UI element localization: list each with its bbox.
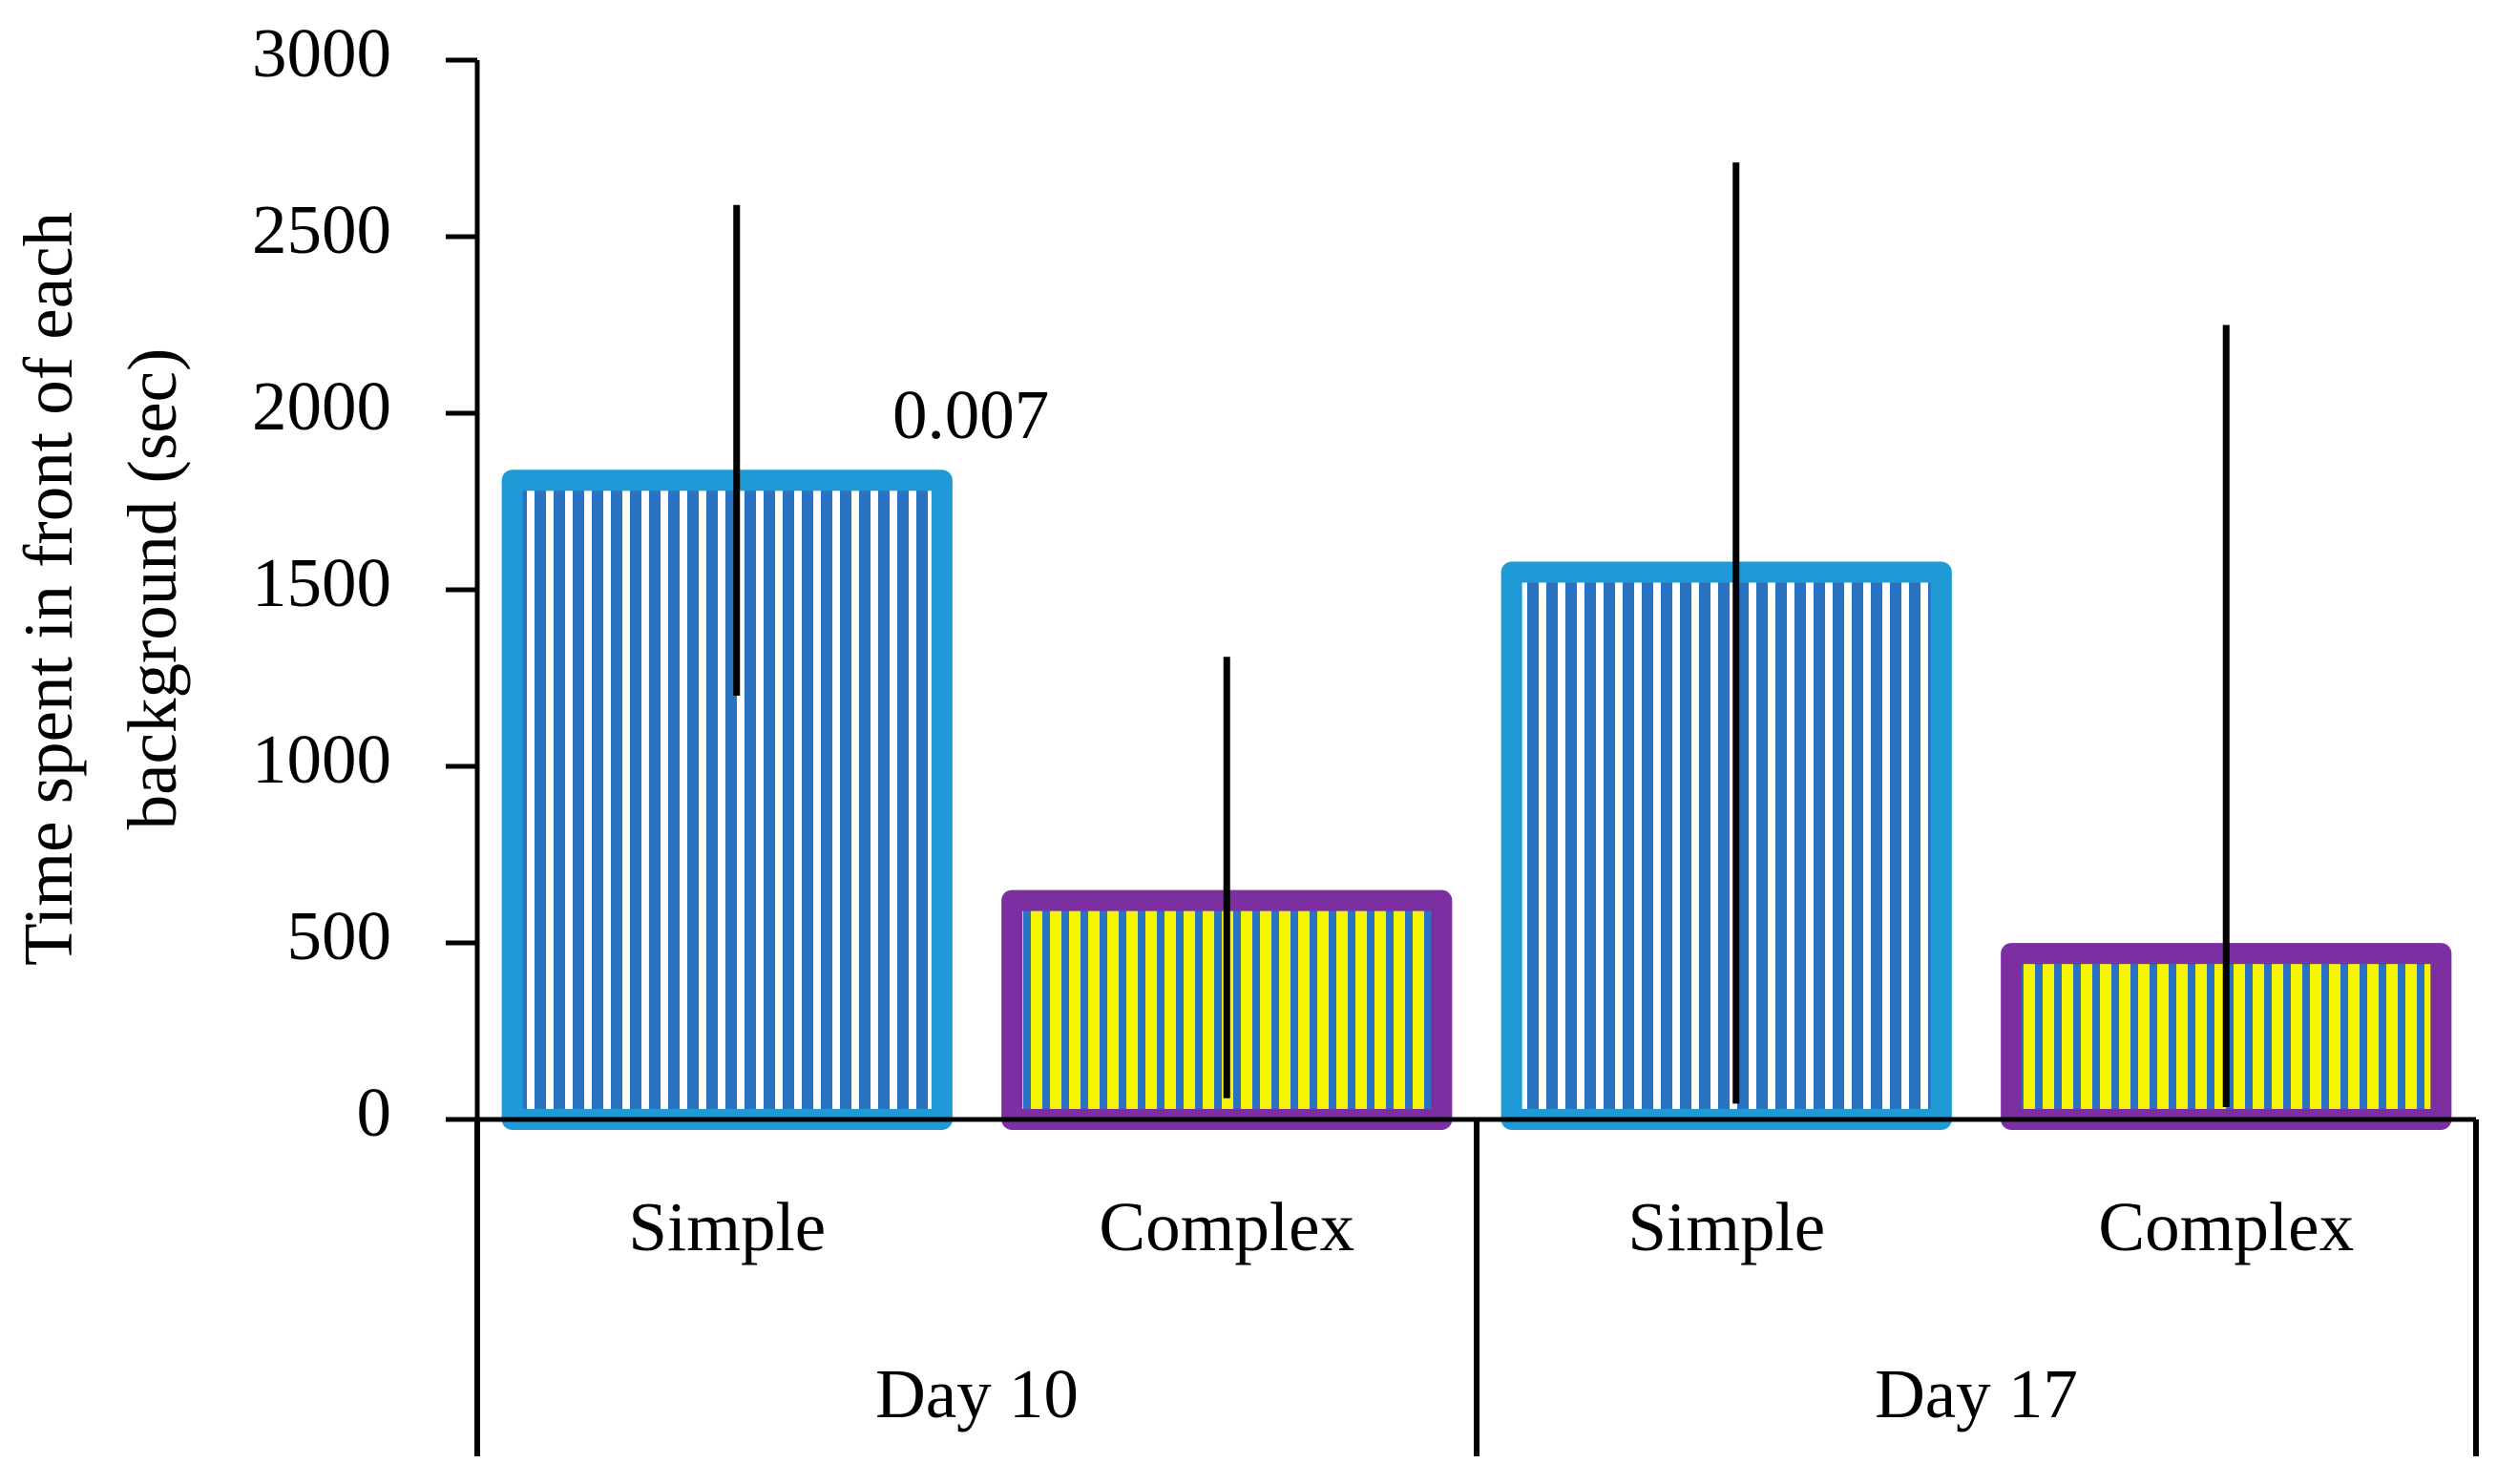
y-tick-label: 2000 bbox=[252, 367, 391, 445]
x-tick-label: Simple bbox=[1627, 1188, 1825, 1265]
bar bbox=[501, 470, 953, 1130]
y-tick-label: 3000 bbox=[252, 14, 391, 92]
bar bbox=[1500, 561, 1952, 1130]
x-tick-label: Simple bbox=[628, 1188, 826, 1265]
group-label: Day 17 bbox=[1875, 1355, 2078, 1432]
y-axis-label: background (sec) bbox=[114, 348, 191, 830]
group-label: Day 10 bbox=[875, 1355, 1079, 1432]
x-tick-label: Complex bbox=[1099, 1188, 1354, 1265]
y-tick-label: 2500 bbox=[252, 191, 391, 268]
y-axis-label: Time spent in front of each bbox=[10, 212, 87, 966]
annotation: 0.007 bbox=[892, 376, 1049, 453]
y-tick-label: 500 bbox=[287, 897, 392, 974]
x-tick-label: Complex bbox=[2098, 1188, 2354, 1265]
y-tick-label: 1000 bbox=[252, 721, 391, 798]
y-tick-label: 0 bbox=[357, 1074, 392, 1151]
y-tick-label: 1500 bbox=[252, 544, 391, 621]
